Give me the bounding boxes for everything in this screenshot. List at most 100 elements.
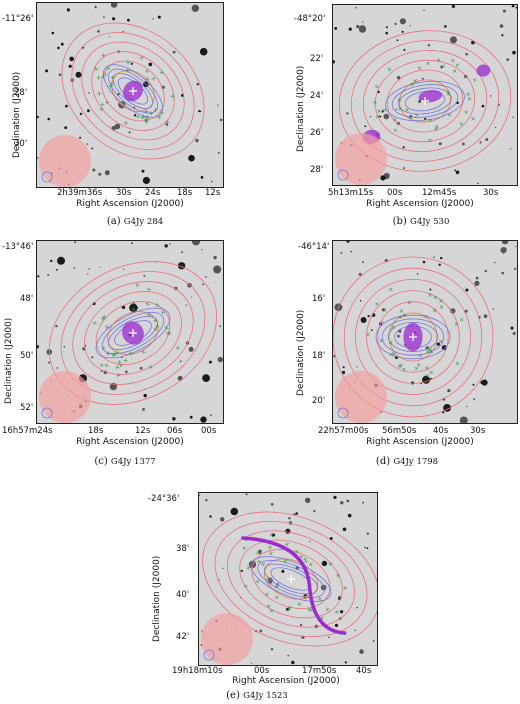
background-star [240, 569, 243, 572]
catalog-marker: × [268, 531, 275, 539]
background-star [219, 118, 223, 122]
contour-red [95, 301, 171, 365]
catalog-marker: × [108, 74, 116, 83]
xtick: 00s [201, 426, 217, 436]
catalog-marker: × [140, 348, 148, 357]
catalog-marker: × [159, 308, 167, 317]
catalog-marker: × [99, 315, 107, 324]
background-star [512, 116, 514, 118]
background-star [346, 241, 350, 243]
catalog-marker: × [374, 83, 380, 91]
catalog-marker: × [428, 348, 433, 355]
background-star [396, 76, 401, 80]
contour-yellow [265, 559, 317, 599]
catalog-marker: × [388, 287, 393, 294]
catalog-marker: × [99, 73, 107, 82]
background-star [484, 269, 487, 273]
catalog-marker: × [115, 371, 123, 380]
background-star [211, 180, 213, 183]
catalog-marker: × [390, 324, 395, 331]
background-star [501, 34, 504, 37]
xtick: 06s [167, 426, 183, 436]
background-star [462, 142, 465, 146]
background-star [438, 263, 441, 266]
background-star [479, 141, 482, 144]
beam-ellipse [337, 407, 349, 419]
contour-blue [107, 68, 159, 114]
beam-ellipse [335, 133, 387, 185]
background-star [129, 303, 138, 312]
contour-blue [264, 563, 318, 595]
background-star [340, 610, 344, 614]
contour-blue [391, 84, 459, 118]
background-star [380, 175, 386, 181]
background-star [416, 273, 419, 275]
catalog-marker: × [402, 367, 407, 374]
background-star [402, 146, 405, 149]
catalog-marker: × [301, 555, 308, 563]
catalog-marker: × [116, 358, 124, 367]
background-star [409, 25, 411, 27]
caption-source-name: G4Jy 284 [123, 217, 164, 227]
catalog-marker: × [124, 58, 132, 67]
background-star [47, 274, 50, 276]
background-star [143, 274, 146, 277]
catalog-marker: × [130, 305, 138, 314]
ytick: 30' [14, 139, 28, 149]
background-star [91, 356, 94, 359]
contour-red [398, 79, 452, 123]
y-axis-label: Declination (J2000) [296, 309, 306, 396]
background-star [165, 123, 169, 126]
caption-source-name: G4Jy 1377 [110, 457, 156, 467]
background-star [128, 131, 131, 134]
catalog-marker: × [152, 325, 160, 334]
catalog-marker: × [427, 137, 433, 145]
background-star [450, 36, 457, 44]
catalog-marker: × [114, 363, 122, 372]
contour-blue [404, 90, 446, 112]
background-star [321, 560, 328, 567]
sky-image-plot: × × × × × × × × × × × × × × × × × × × × × × × × × × × × × × × × × × [36, 2, 224, 188]
catalog-marker: × [429, 370, 434, 377]
contour-blue [398, 87, 452, 115]
catalog-marker: × [100, 344, 108, 353]
background-star [371, 329, 373, 331]
contour-red [60, 271, 206, 395]
catalog-marker: × [111, 350, 119, 359]
contour-group: ×××××××××××××××××××××××××××××××××× [333, 256, 494, 418]
background-star [198, 110, 201, 113]
panel-caption: (d) G4Jy 1798 [342, 456, 472, 467]
catalog-marker: × [273, 594, 280, 602]
catalog-marker: × [445, 89, 451, 97]
background-star [333, 355, 336, 357]
background-star [148, 62, 153, 67]
background-star [259, 629, 263, 633]
background-star [188, 154, 195, 162]
background-star [47, 117, 50, 121]
catalog-marker: × [273, 583, 280, 591]
background-star [200, 176, 204, 179]
ytick: 40' [176, 590, 190, 600]
contour-red [214, 520, 368, 638]
panel-caption: (c) G4Jy 1377 [60, 456, 190, 467]
catalog-marker: × [389, 352, 394, 359]
panel-e: -24°36' 38' 40' 42' Declination (J2000) … [130, 476, 390, 704]
background-star [97, 30, 100, 33]
background-star [94, 5, 97, 9]
background-star [37, 345, 39, 349]
background-star [494, 126, 497, 129]
catalog-marker: × [316, 595, 323, 603]
ytick: 20' [312, 396, 326, 406]
catalog-marker: × [163, 324, 171, 333]
background-star [471, 40, 475, 45]
background-star [210, 414, 212, 417]
background-star [92, 168, 96, 172]
beam-ellipse [337, 169, 349, 181]
xtick: 00s [254, 666, 270, 676]
catalog-marker: × [455, 361, 460, 368]
contour-red [81, 41, 185, 141]
x-axis-label: Right Ascension (J2000) [366, 199, 474, 209]
catalog-marker: × [142, 118, 150, 127]
beam-ellipse [39, 371, 91, 423]
background-star [459, 416, 468, 423]
